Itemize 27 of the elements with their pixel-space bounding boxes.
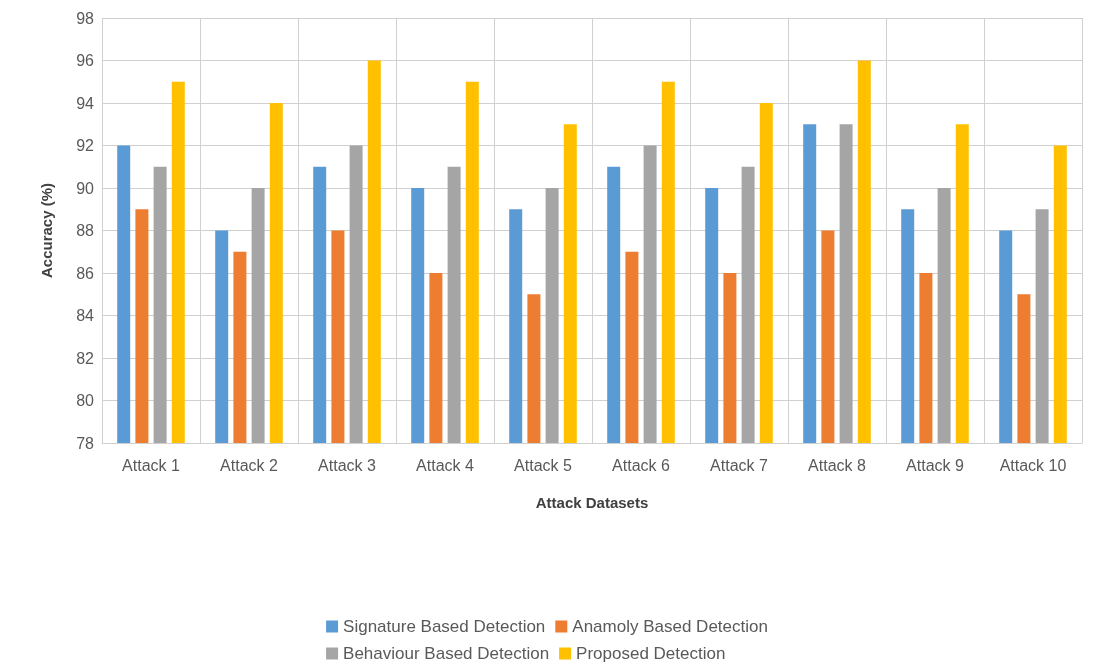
legend-label: Signature Based Detection — [343, 617, 546, 636]
y-tick-label: 94 — [76, 94, 95, 112]
x-tick-label: Attack 8 — [808, 456, 866, 474]
x-tick-label: Attack 2 — [220, 456, 278, 474]
y-tick-label: 96 — [76, 52, 95, 69]
legend-label: Behaviour Based Detection — [343, 644, 550, 663]
y-axis-title: Accuracy (%) — [38, 182, 55, 279]
x-tick-label: Attack 10 — [999, 456, 1067, 474]
y-tick-label: 88 — [76, 222, 95, 239]
y-tick-label: 78 — [76, 434, 95, 452]
y-tick-label: 98 — [76, 9, 95, 27]
y-tick-label: 80 — [76, 392, 95, 409]
y-tick-label: 82 — [76, 349, 95, 367]
legend-label: Proposed Detection — [576, 644, 726, 663]
legend-label: Anamoly Based Detection — [572, 617, 768, 636]
x-tick-label: Attack 9 — [906, 456, 964, 474]
x-tick-label: Attack 6 — [612, 456, 670, 474]
y-tick-label: 86 — [76, 264, 95, 282]
x-axis-title: Attack Datasets — [535, 494, 649, 511]
x-tick-label: Attack 7 — [710, 456, 768, 474]
x-tick-label: Attack 4 — [416, 456, 474, 474]
y-tick-label: 84 — [76, 307, 95, 324]
y-tick-label: 92 — [76, 137, 95, 154]
y-tick-label: 90 — [76, 179, 95, 197]
x-tick-label: Attack 1 — [122, 456, 180, 474]
x-tick-label: Attack 3 — [318, 456, 376, 474]
x-tick-label: Attack 5 — [514, 456, 572, 474]
